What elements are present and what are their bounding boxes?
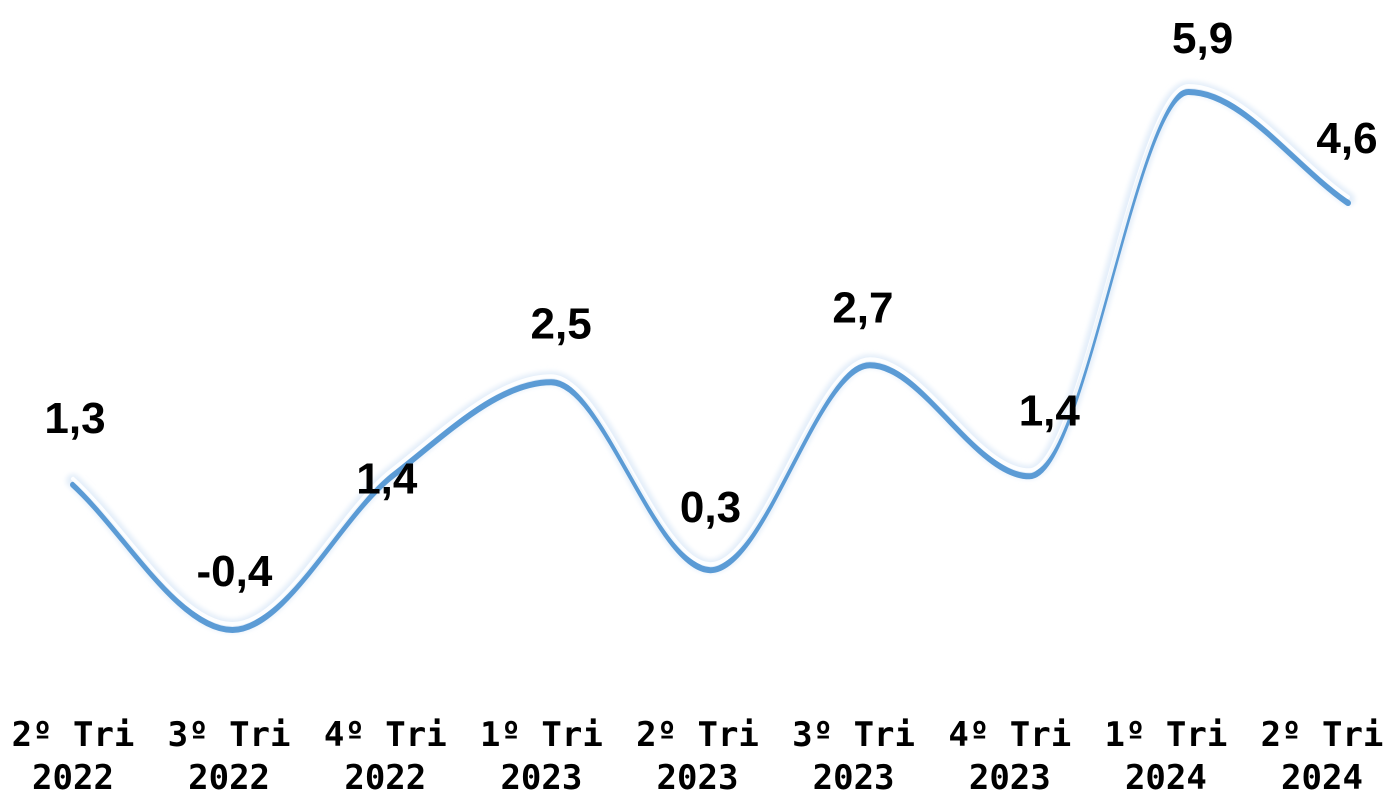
series-line-glow <box>66 80 1355 634</box>
x-tick-label-year: 2022 <box>32 758 114 796</box>
x-tick-label-quarter: 1º Tri <box>1104 715 1227 755</box>
data-point <box>70 482 76 488</box>
x-tick-label-quarter: 3º Tri <box>168 715 291 755</box>
x-tick-label-quarter: 2º Tri <box>12 715 135 755</box>
data-point <box>1026 473 1032 479</box>
x-tick-label-quarter: 4º Tri <box>324 715 447 755</box>
x-tick-label-year: 2023 <box>813 758 895 796</box>
x-tick-label-year: 2023 <box>969 758 1051 796</box>
x-tick-label-quarter: 2º Tri <box>1261 715 1384 755</box>
x-tick-label-quarter: 3º Tri <box>792 715 915 755</box>
data-label: 1,3 <box>44 394 105 443</box>
x-tick-label-year: 2024 <box>1281 758 1363 796</box>
data-point <box>1186 89 1192 95</box>
series-line-highlight <box>71 83 1350 627</box>
x-tick-label-quarter: 1º Tri <box>480 715 603 755</box>
x-tick-label-year: 2024 <box>1125 758 1207 796</box>
data-label: 4,6 <box>1316 114 1377 163</box>
x-tick-label-quarter: 2º Tri <box>636 715 759 755</box>
x-tick-label-quarter: 4º Tri <box>948 715 1071 755</box>
data-point <box>229 627 235 633</box>
data-point <box>708 567 714 573</box>
x-tick-label-year: 2023 <box>657 758 739 796</box>
data-label: 1,4 <box>356 454 418 503</box>
data-label: 5,9 <box>1172 14 1233 63</box>
data-label: 1,4 <box>1019 386 1081 435</box>
data-labels-group: 1,3 -0,4 1,4 2,5 0,3 2,7 1,4 5,9 4,6 <box>44 14 1377 596</box>
x-tick-label-year: 2023 <box>500 758 582 796</box>
series-line-group <box>66 80 1355 634</box>
data-point <box>548 379 554 385</box>
data-label: 2,7 <box>832 283 893 332</box>
data-label: -0,4 <box>196 547 272 596</box>
data-point <box>1345 200 1351 206</box>
x-tick-label-year: 2022 <box>344 758 426 796</box>
x-tick-label-year: 2022 <box>188 758 270 796</box>
data-label: 2,5 <box>531 299 592 348</box>
data-label: 0,3 <box>680 483 741 532</box>
data-point <box>867 362 873 368</box>
